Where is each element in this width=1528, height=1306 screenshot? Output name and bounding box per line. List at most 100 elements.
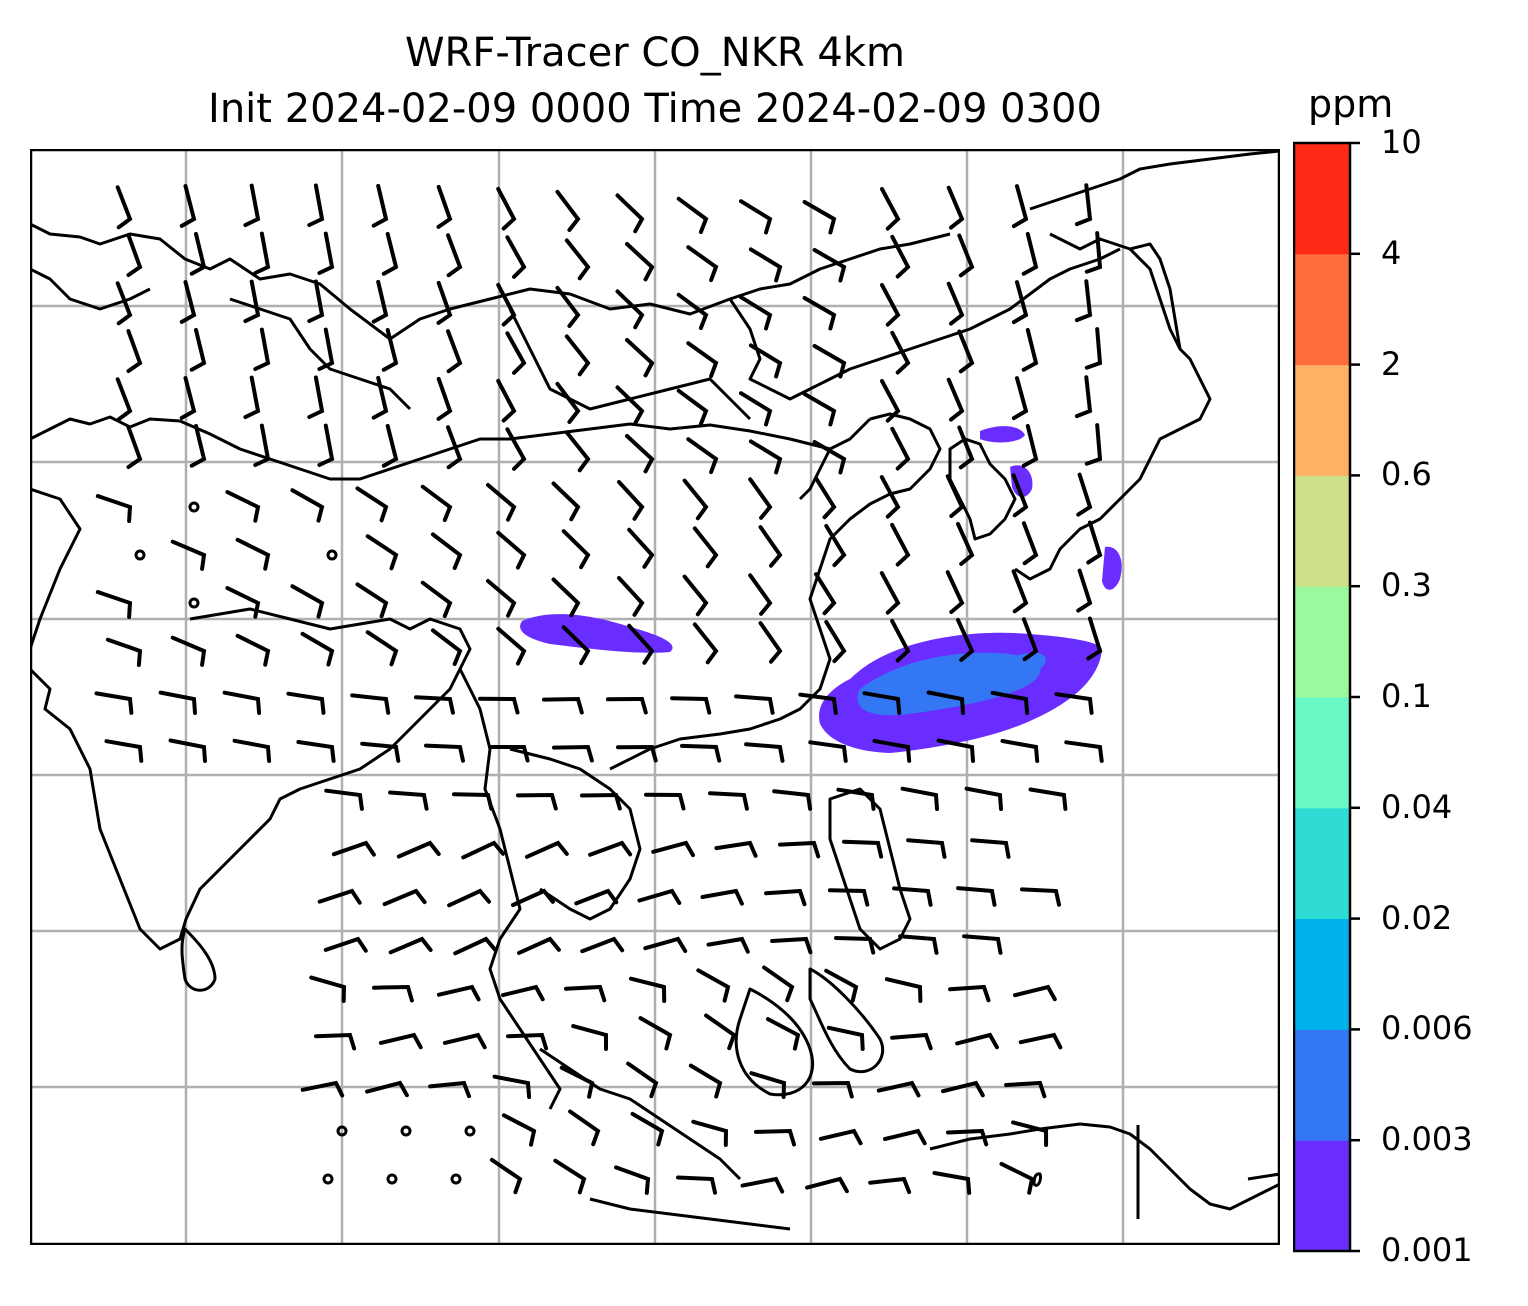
- wind-barb: [505, 235, 527, 279]
- wind-barb: [430, 532, 463, 570]
- wind-barb: [637, 888, 682, 905]
- wind-barb: [158, 690, 197, 715]
- wind-barb: [1074, 183, 1093, 227]
- wind-barb: [414, 695, 455, 715]
- wind-barb: [879, 475, 901, 519]
- tracer-plume-korea-south: [1010, 465, 1033, 498]
- wind-barb: [496, 626, 527, 666]
- wind-barb: [222, 690, 262, 715]
- wind-barb: [682, 574, 709, 617]
- wind-barb: [936, 738, 975, 763]
- wind-barb: [748, 439, 783, 475]
- wind-barb: [179, 376, 197, 420]
- wind-barb: [551, 481, 581, 522]
- wind-barb: [945, 570, 965, 614]
- wind-barb: [564, 334, 591, 377]
- wind-barb: [430, 628, 463, 666]
- wind-barb: [688, 1063, 723, 1099]
- wind-barb: [638, 1016, 673, 1051]
- wind-barb: [932, 1171, 972, 1195]
- wind-barb: [1021, 232, 1039, 276]
- wind-barb: [615, 289, 645, 330]
- wind-barb: [1000, 739, 1040, 763]
- wind-barb: [739, 295, 773, 331]
- wind-barb: [964, 786, 1003, 811]
- wind-barb: [876, 1080, 921, 1098]
- wind-barb: [365, 534, 399, 571]
- wind-barb: [1054, 692, 1094, 715]
- wind-barb: [706, 936, 750, 954]
- wind-barb: [692, 622, 719, 665]
- wind-barb: [758, 621, 783, 664]
- colorbar-level-label: 0.6: [1381, 455, 1432, 494]
- wind-barb: [812, 440, 847, 475]
- wind-barb: [381, 328, 399, 372]
- wind-barb: [692, 526, 719, 569]
- wind-barb: [615, 385, 645, 426]
- wind-barb: [296, 740, 336, 763]
- wind-barb: [442, 1032, 487, 1050]
- tracer-concentration-field: [520, 426, 1122, 753]
- wind-barb: [496, 186, 517, 231]
- calm-wind-circle: [400, 1125, 412, 1137]
- wind-barb: [1021, 328, 1039, 372]
- wind-barb: [748, 573, 773, 616]
- map-panel: [30, 149, 1280, 1245]
- wind-barb: [243, 183, 261, 228]
- tracer-plume-korea: [980, 426, 1025, 443]
- wind-barb: [378, 1032, 423, 1050]
- wind-barb: [740, 1176, 785, 1194]
- calm-wind-circle: [188, 501, 200, 513]
- wind-barb: [824, 968, 859, 1003]
- wind-barb: [388, 790, 429, 811]
- wind-barb: [956, 618, 975, 662]
- wind-barb: [505, 331, 527, 375]
- wind-barb: [617, 576, 645, 617]
- wind-barb: [892, 886, 933, 907]
- wind-barb: [748, 477, 773, 520]
- wind-barb: [946, 281, 965, 326]
- wind-barb: [739, 391, 773, 427]
- wind-barb: [496, 378, 517, 423]
- wind-barb: [446, 329, 463, 374]
- wind-barb: [744, 742, 785, 763]
- calm-wind-circle: [464, 1125, 476, 1137]
- wind-barb: [1011, 1120, 1049, 1147]
- wind-barb: [651, 840, 695, 858]
- calm-wind-markers: [134, 501, 476, 1185]
- wind-barb: [365, 630, 399, 667]
- wind-barb: [955, 1032, 999, 1050]
- wind-barb: [1011, 569, 1029, 614]
- wind-barb: [818, 1128, 863, 1146]
- wind-barb: [814, 476, 837, 520]
- wind-barb: [516, 792, 558, 811]
- wind-barb: [290, 584, 325, 619]
- wind-barb: [670, 696, 712, 715]
- colorbar-segment: [1294, 364, 1350, 476]
- colorbar-level-label: 10: [1381, 123, 1422, 161]
- wind-barb: [890, 426, 911, 471]
- wind-barb: [314, 1032, 357, 1051]
- wind-barb: [700, 888, 744, 906]
- wind-barb: [812, 1080, 854, 1099]
- wind-barb: [496, 530, 527, 570]
- wind-barb: [834, 936, 876, 955]
- wind-barb: [957, 233, 975, 278]
- wind-barb: [802, 392, 837, 427]
- wind-barb: [420, 484, 453, 522]
- wind-barb: [682, 478, 709, 521]
- wind-barb: [355, 582, 389, 619]
- colorbar-level-label: 0.006: [1381, 1009, 1473, 1048]
- wind-barb: [551, 577, 581, 618]
- wind-barb: [235, 537, 271, 571]
- wind-barb: [842, 839, 884, 859]
- wind-barb: [880, 379, 901, 423]
- wind-barb: [946, 185, 965, 230]
- wind-barb: [555, 285, 581, 328]
- wind-barb: [447, 888, 491, 908]
- wind-barb: [428, 1080, 471, 1099]
- wind-barb: [300, 631, 335, 667]
- wind-barb: [606, 696, 648, 715]
- wind-barb: [625, 242, 655, 282]
- wind-barb: [555, 381, 581, 424]
